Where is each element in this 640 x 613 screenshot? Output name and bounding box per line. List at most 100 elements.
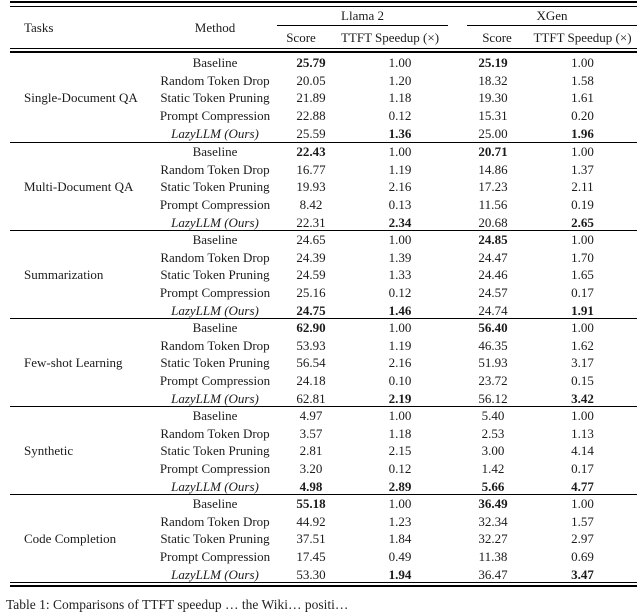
llama-score-cell: 53.93	[296, 337, 326, 353]
xgen-score-cell: 25.19	[478, 55, 508, 71]
llama-ttft-cell: 1.18	[388, 90, 412, 106]
table-row: Random Token Drop 20.05 1.20 18.32 1.58	[150, 72, 637, 90]
llama2-group-rule	[277, 25, 448, 27]
xgen-ttft-cell: 1.65	[571, 267, 594, 283]
method-cell: Baseline	[192, 144, 238, 160]
method-cell: Baseline	[192, 408, 238, 424]
xgen-ttft-cell: 1.00	[571, 55, 594, 71]
top-rule-thick	[10, 1, 637, 4]
task-rows: Baseline 62.90 1.00 56.40 1.00 Random To…	[150, 319, 637, 407]
table-row: Static Token Pruning 19.93 2.16 17.23 2.…	[150, 178, 637, 196]
task-block: Summarization Baseline 24.65 1.00 24.85 …	[10, 230, 637, 318]
llama-ttft-cell: 2.19	[388, 390, 412, 406]
method-cell: Static Token Pruning	[160, 531, 270, 547]
xgen-ttft-cell: 4.14	[571, 443, 594, 459]
llama-score-cell: 24.18	[296, 373, 326, 389]
table-row: Baseline 25.79 1.00 25.19 1.00	[150, 54, 637, 72]
task-rows: Baseline 25.79 1.00 25.19 1.00 Random To…	[150, 54, 637, 142]
xgen-score-cell: 32.34	[478, 513, 508, 529]
table-row: Random Token Drop 16.77 1.19 14.86 1.37	[150, 161, 637, 179]
llama-ttft-cell: 2.16	[388, 179, 412, 195]
method-cell: Random Token Drop	[160, 425, 270, 441]
xgen-score-cell: 20.71	[478, 144, 508, 160]
xgen-ttft-cell: 1.00	[571, 144, 594, 160]
llama-score-cell: 22.43	[296, 144, 326, 160]
xgen-ttft-cell: 1.00	[571, 408, 594, 424]
xgen-ttft-cell: 2.97	[571, 531, 594, 547]
table-row: Prompt Compression 22.88 0.12 15.31 0.20	[150, 107, 637, 125]
group-header-llama2: Llama 2	[341, 8, 384, 23]
llama-ttft-cell: 1.84	[388, 531, 412, 547]
llama-score-cell: 3.57	[299, 425, 323, 441]
xgen-score-cell: 23.72	[478, 373, 508, 389]
task-label: Code Completion	[24, 530, 117, 546]
xgen-ttft-cell: 2.11	[571, 179, 594, 195]
llama-score-cell: 21.89	[296, 90, 326, 106]
llama-ttft-cell: 1.39	[388, 249, 412, 265]
table-header: Tasks Method Llama 2 XGen Score TTFT Spe…	[10, 8, 637, 48]
llama-ttft-cell: 1.00	[388, 496, 412, 512]
xgen-ttft-cell: 0.15	[571, 373, 594, 389]
xgen-score-cell: 46.35	[478, 337, 508, 353]
xgen-ttft-cell: 1.61	[571, 90, 594, 106]
llama-ttft-cell: 1.94	[388, 566, 412, 582]
table-row: Prompt Compression 17.45 0.49 11.38 0.69	[150, 548, 637, 566]
method-cell: Baseline	[192, 232, 238, 248]
method-cell: Static Token Pruning	[160, 179, 270, 195]
xgen-score-cell: 24.85	[478, 232, 508, 248]
table-row: Baseline 22.43 1.00 20.71 1.00	[150, 143, 637, 161]
xgen-score-cell: 36.49	[478, 496, 508, 512]
llama-score-cell: 19.93	[296, 179, 326, 195]
llama-score-cell: 20.05	[296, 72, 326, 88]
llama-ttft-cell: 1.00	[388, 55, 412, 71]
xgen-score-cell: 11.56	[478, 197, 508, 213]
llama-ttft-cell: 0.49	[388, 549, 412, 565]
llama-ttft-cell: 1.36	[388, 125, 412, 141]
method-cell: Static Token Pruning	[160, 355, 270, 371]
task-rows: Baseline 4.97 1.00 5.40 1.00 Random Toke…	[150, 407, 637, 495]
llama-score-cell: 55.18	[296, 496, 326, 512]
xgen-score-cell: 2.53	[481, 425, 505, 441]
llama-score-cell: 25.16	[296, 285, 326, 301]
llama-ttft-cell: 1.20	[388, 72, 412, 88]
method-cell: Prompt Compression	[159, 197, 271, 213]
llama-score-cell: 24.39	[296, 249, 326, 265]
table-row: LazyLLM (Ours) 62.81 2.19 56.12 3.42	[150, 389, 637, 407]
method-cell: Prompt Compression	[159, 549, 271, 565]
table-row: Baseline 24.65 1.00 24.85 1.00	[150, 231, 637, 249]
xgen-ttft-cell: 1.57	[571, 513, 594, 529]
llama-score-cell: 2.81	[299, 443, 323, 459]
llama-ttft-cell: 0.10	[388, 373, 412, 389]
llama-score-cell: 8.42	[299, 197, 323, 213]
method-cell: Static Token Pruning	[160, 443, 270, 459]
xgen-score-cell: 56.40	[478, 320, 508, 336]
xgen-score-cell: 56.12	[478, 390, 508, 406]
task-rows: Baseline 24.65 1.00 24.85 1.00 Random To…	[150, 231, 637, 319]
xgen-score-cell: 5.40	[481, 408, 505, 424]
llama-score-cell: 22.31	[296, 214, 326, 230]
task-block: Multi-Document QA Baseline 22.43 1.00 20…	[10, 142, 637, 230]
task-block: Code Completion Baseline 55.18 1.00 36.4…	[10, 494, 637, 582]
header-rule-thick	[10, 51, 637, 54]
table-row: Baseline 55.18 1.00 36.49 1.00	[150, 495, 637, 513]
subheader-xgen-score: Score	[482, 30, 512, 45]
xgen-ttft-cell: 1.62	[571, 337, 594, 353]
llama-score-cell: 24.59	[296, 267, 326, 283]
xgen-score-cell: 32.27	[478, 531, 508, 547]
xgen-score-cell: 1.42	[481, 461, 505, 477]
xgen-score-cell: 51.93	[478, 355, 508, 371]
xgen-ttft-cell: 1.58	[571, 72, 594, 88]
xgen-score-cell: 24.57	[478, 285, 508, 301]
task-label: Summarization	[24, 266, 104, 282]
column-header-tasks: Tasks	[24, 20, 54, 35]
xgen-score-cell: 3.00	[481, 443, 505, 459]
task-rows: Baseline 22.43 1.00 20.71 1.00 Random To…	[150, 143, 637, 231]
llama-score-cell: 56.54	[296, 355, 326, 371]
llama-score-cell: 37.51	[296, 531, 326, 547]
method-cell: Random Token Drop	[160, 249, 270, 265]
xgen-score-cell: 11.38	[478, 549, 508, 565]
xgen-ttft-cell: 1.96	[571, 125, 594, 141]
xgen-ttft-cell: 0.69	[571, 549, 594, 565]
xgen-ttft-cell: 0.20	[571, 108, 594, 124]
xgen-score-cell: 36.47	[478, 566, 508, 582]
